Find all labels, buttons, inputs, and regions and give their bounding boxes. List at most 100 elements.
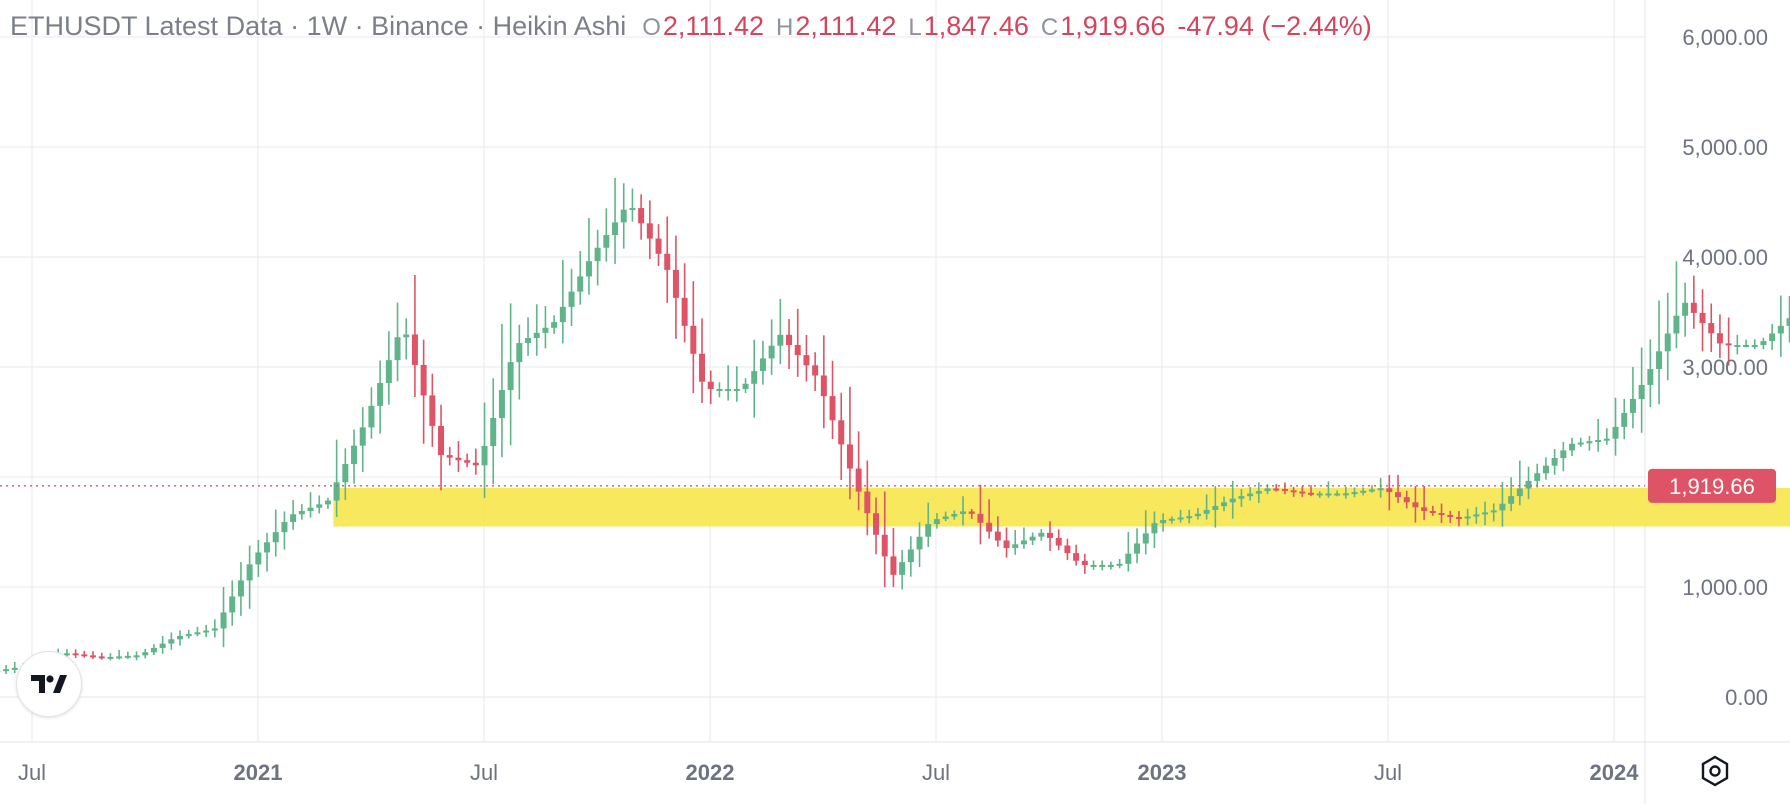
- candlestick-series: [0, 177, 1790, 674]
- candle-body: [1090, 565, 1097, 567]
- x-tick-label: Jul: [1374, 760, 1402, 785]
- candle-body: [1212, 506, 1219, 510]
- candle-body: [150, 647, 157, 653]
- candle-body: [838, 420, 845, 445]
- candle-body: [1377, 488, 1384, 491]
- candle-body: [1055, 537, 1062, 546]
- candle-body: [751, 371, 758, 384]
- candle-body: [438, 425, 445, 456]
- candle-body: [1134, 543, 1141, 554]
- candle-body: [1421, 507, 1428, 511]
- y-tick-label: 3,000.00: [1682, 355, 1768, 380]
- candle-body: [498, 390, 505, 419]
- candle-body: [1455, 517, 1462, 520]
- open-value: O2,111.42: [642, 10, 764, 41]
- candle-body: [142, 652, 149, 656]
- candle-body: [1316, 493, 1323, 496]
- candle-body: [933, 519, 940, 525]
- candle-body: [672, 269, 679, 298]
- candle-body: [646, 223, 653, 239]
- candle-body: [585, 261, 592, 277]
- candle-body: [1160, 520, 1167, 524]
- price-scale[interactable]: 0.001,000.002,000.003,000.004,000.005,00…: [1682, 25, 1768, 710]
- candle-body: [1725, 343, 1732, 346]
- candle-body: [873, 513, 880, 535]
- candle-body: [612, 222, 619, 236]
- candle-body: [655, 238, 662, 254]
- candle-body: [185, 634, 192, 637]
- candle-body: [63, 653, 70, 656]
- candle-body: [1142, 533, 1149, 544]
- candle-body: [1368, 489, 1375, 492]
- candle-body: [472, 462, 479, 466]
- candle-body: [1125, 553, 1132, 564]
- candle-body: [533, 332, 540, 338]
- candle-body: [559, 306, 566, 323]
- candle-body: [1107, 565, 1114, 567]
- candle-body: [1351, 492, 1358, 495]
- candle-body: [255, 552, 262, 565]
- candle-body: [1177, 517, 1184, 520]
- candle-body: [1229, 498, 1236, 503]
- candle-body: [1255, 491, 1262, 494]
- candle-body: [307, 507, 314, 511]
- candle-body: [1395, 492, 1402, 498]
- candle-body: [568, 291, 575, 307]
- candle-body: [324, 500, 331, 505]
- support-zone-rect: [333, 488, 1790, 527]
- settings-hexagon-icon: [1701, 755, 1729, 787]
- candle-body: [699, 353, 706, 382]
- candle-body: [977, 513, 984, 523]
- candle-body: [1290, 490, 1297, 493]
- candle-body: [264, 542, 271, 553]
- candle-body: [1003, 540, 1010, 549]
- candle-body: [1186, 516, 1193, 519]
- candle-body: [1751, 345, 1758, 347]
- candle-body: [1516, 488, 1523, 497]
- high-value: H2,111.42: [775, 10, 897, 41]
- candle-body: [1360, 490, 1367, 493]
- candle-body: [1760, 341, 1767, 345]
- candle-body: [1673, 315, 1680, 334]
- candle-body: [829, 396, 836, 421]
- time-scale[interactable]: Jul2021Jul2022Jul2023Jul2024Jul2025Jul20…: [18, 760, 1790, 785]
- chart-title: ETHUSDT Latest Data · 1W · Binance · Hei…: [10, 10, 627, 41]
- candle-body: [177, 635, 184, 640]
- support-zone: [333, 488, 1790, 527]
- candle-body: [1482, 512, 1489, 515]
- candle-body: [1542, 465, 1549, 474]
- y-tick-label: 1,000.00: [1682, 575, 1768, 600]
- candle-body: [603, 235, 610, 248]
- candle-body: [220, 612, 227, 629]
- candle-body: [1325, 493, 1332, 496]
- y-tick-label: 6,000.00: [1682, 25, 1768, 50]
- candle-body: [1629, 398, 1636, 413]
- candle-body: [916, 536, 923, 550]
- tradingview-logo-icon: [31, 675, 67, 693]
- candle-body: [1247, 493, 1254, 497]
- candle-body: [1403, 497, 1410, 503]
- candle-body: [203, 630, 210, 633]
- candle-body: [1151, 523, 1158, 534]
- candle-body: [1682, 302, 1689, 316]
- candle-body: [81, 654, 88, 657]
- price-tag-label: 1,919.66: [1669, 474, 1755, 499]
- candle-body: [638, 208, 645, 224]
- candle-body: [351, 445, 358, 464]
- candle-body: [359, 427, 366, 446]
- chart-settings-button[interactable]: [1698, 754, 1732, 788]
- candle-body: [716, 389, 723, 391]
- candle-body: [1499, 503, 1506, 511]
- candle-body: [342, 463, 349, 483]
- tradingview-logo-button[interactable]: [16, 651, 82, 717]
- candle-body: [759, 358, 766, 372]
- candle-body: [246, 564, 253, 581]
- candle-body: [124, 655, 131, 658]
- candle-body: [1638, 384, 1645, 399]
- candle-body: [1560, 450, 1567, 459]
- candle-body: [925, 524, 932, 537]
- candle-body: [855, 468, 862, 492]
- candle-body: [577, 276, 584, 292]
